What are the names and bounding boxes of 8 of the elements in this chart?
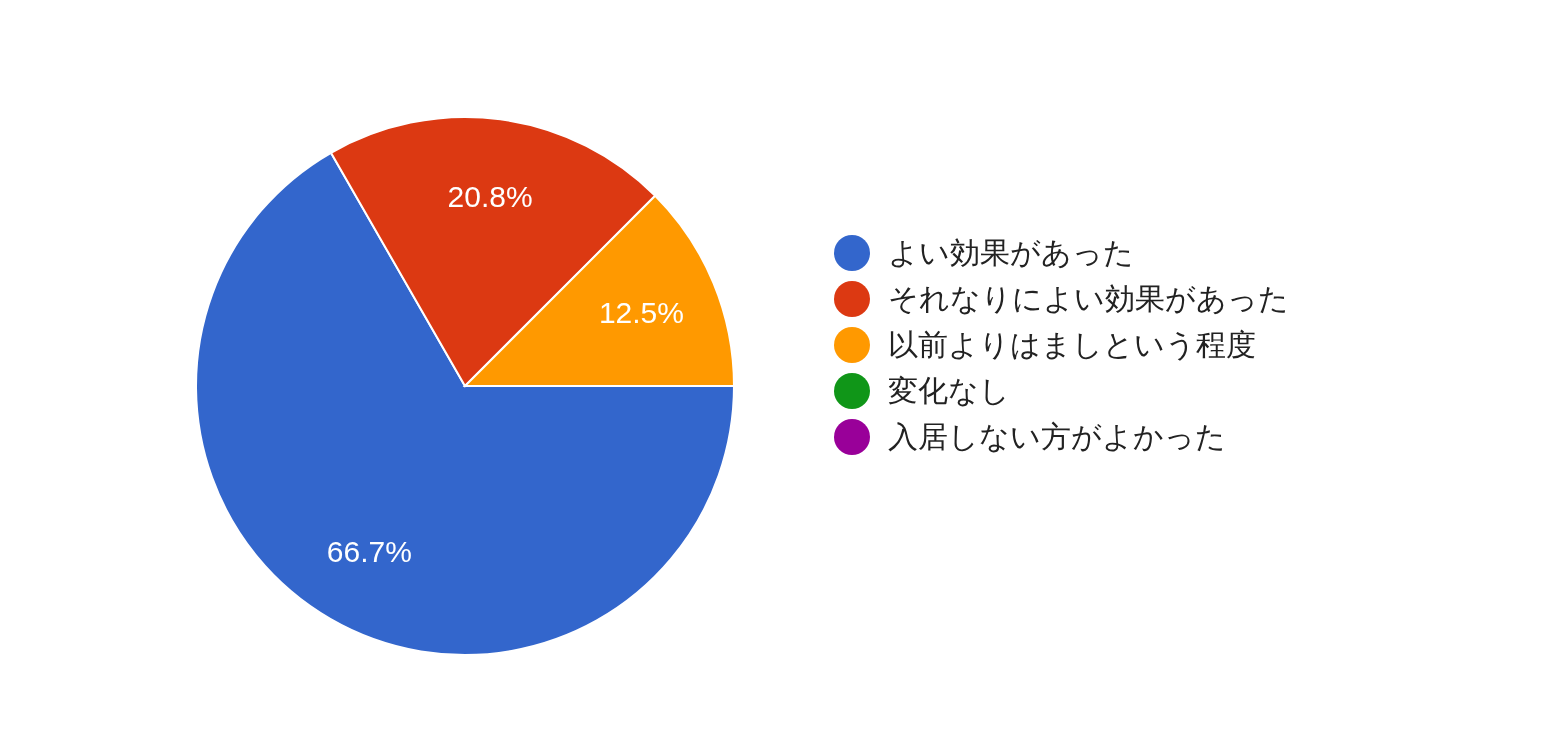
- legend-label: よい効果があった: [888, 234, 1134, 271]
- data-label: 66.7%: [326, 534, 412, 568]
- legend-label: 入居しない方がよかった: [888, 418, 1226, 455]
- legend-label: 以前よりはましという程度: [888, 326, 1256, 363]
- data-label: 20.8%: [447, 180, 533, 214]
- data-label: 12.5%: [598, 296, 684, 330]
- legend-label: 変化なし: [888, 372, 1010, 409]
- legend-label: それなりによい効果があった: [888, 280, 1289, 317]
